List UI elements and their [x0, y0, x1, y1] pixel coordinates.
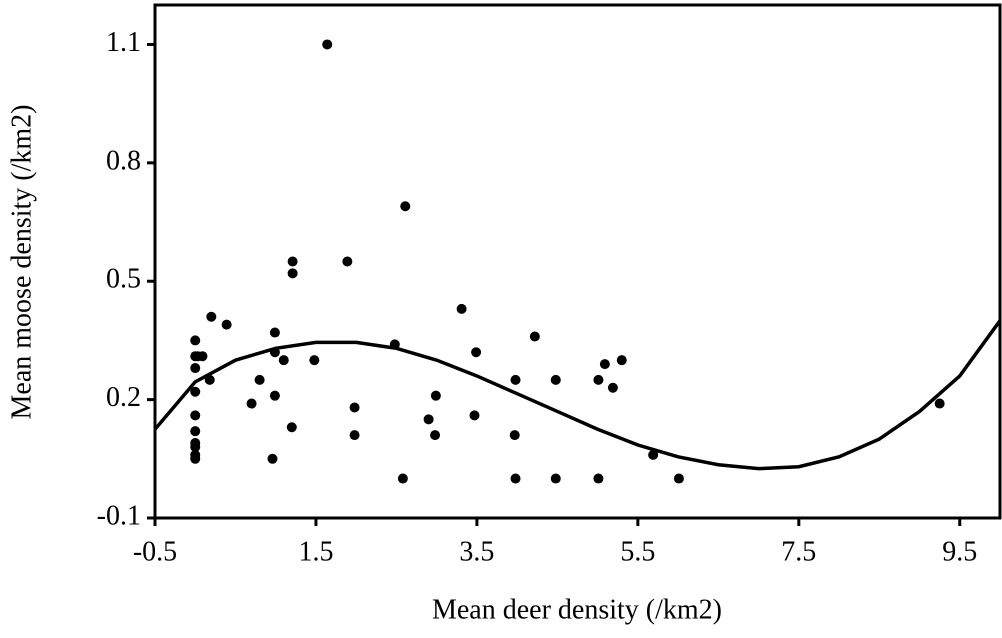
data-point — [190, 410, 201, 421]
data-point — [430, 390, 441, 401]
data-point — [190, 441, 201, 452]
data-point — [278, 355, 289, 366]
x-tick-label: 1.5 — [298, 536, 333, 567]
x-tick-label: 3.5 — [459, 536, 494, 567]
data-point — [593, 374, 604, 385]
data-point — [550, 473, 561, 484]
data-point — [269, 347, 280, 358]
data-point — [934, 398, 945, 409]
data-point — [648, 449, 659, 460]
y-tick-label: -0.1 — [97, 500, 141, 531]
y-axis-label: Mean moose density (/km2) — [6, 105, 37, 420]
x-axis-label: Mean deer density (/km2) — [432, 594, 722, 625]
data-point — [190, 363, 201, 374]
data-point — [509, 430, 520, 441]
data-point — [471, 347, 482, 358]
y-tick-label: 0.2 — [106, 382, 141, 413]
data-point — [510, 473, 521, 484]
data-point — [423, 414, 434, 425]
data-point — [190, 335, 201, 346]
data-point — [616, 355, 627, 366]
data-point — [190, 453, 201, 464]
y-tick-label: 0.5 — [106, 264, 141, 295]
data-point — [529, 331, 540, 342]
y-tick-label: 1.1 — [106, 27, 141, 58]
data-point — [190, 426, 201, 437]
data-point — [456, 303, 467, 314]
x-tick-label: 9.5 — [942, 536, 977, 567]
data-point — [204, 374, 215, 385]
data-point — [342, 256, 353, 267]
x-tick-label: 7.5 — [781, 536, 816, 567]
data-point — [550, 374, 561, 385]
data-point — [607, 382, 618, 393]
data-point — [397, 473, 408, 484]
x-tick-label: -0.5 — [133, 536, 177, 567]
data-point — [221, 319, 232, 330]
plot-frame — [153, 3, 1002, 520]
y-tick-label: 0.8 — [106, 145, 141, 176]
data-point — [267, 453, 278, 464]
data-point — [287, 268, 298, 279]
data-point — [673, 473, 684, 484]
data-point — [206, 311, 217, 322]
data-point — [309, 355, 320, 366]
data-point — [469, 410, 480, 421]
data-point — [389, 339, 400, 350]
data-point — [190, 386, 201, 397]
data-point — [349, 402, 360, 413]
data-point — [400, 201, 411, 212]
data-point — [322, 39, 333, 50]
fit-curve — [153, 319, 1002, 471]
x-tick-label: 5.5 — [620, 536, 655, 567]
data-point — [510, 374, 521, 385]
data-point — [246, 398, 257, 409]
data-point — [197, 351, 208, 362]
data-point — [286, 422, 297, 433]
data-point — [599, 359, 610, 370]
data-point — [269, 327, 280, 338]
data-point — [593, 473, 604, 484]
data-point — [254, 374, 265, 385]
data-point — [287, 256, 298, 267]
data-point — [269, 390, 280, 401]
data-point — [430, 430, 441, 441]
data-point — [349, 430, 360, 441]
